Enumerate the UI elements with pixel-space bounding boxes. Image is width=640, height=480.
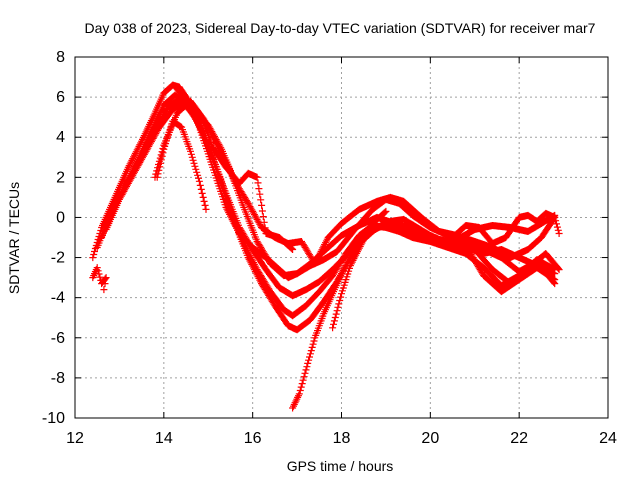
x-axis-label: GPS time / hours (287, 458, 394, 474)
series-track-7 (173, 83, 297, 253)
x-tick-label: 24 (599, 430, 617, 447)
y-axis-label: SDTVAR / TECUs (6, 182, 22, 294)
marker-trace (89, 264, 110, 294)
x-tick-label: 16 (244, 430, 262, 447)
series-track-8 (289, 207, 390, 412)
y-tick-label: -8 (51, 370, 65, 387)
marker-trace (449, 209, 563, 247)
y-tick-label: -6 (51, 330, 65, 347)
marker-trace (153, 117, 210, 213)
x-tick-label: 22 (510, 430, 528, 447)
marker-trace (289, 207, 390, 412)
x-tick-label: 20 (421, 430, 439, 447)
y-tick-label: -10 (42, 410, 65, 427)
x-tick-label: 18 (333, 430, 351, 447)
y-tick-label: 8 (56, 49, 65, 66)
x-tick-label: 14 (155, 430, 173, 447)
series-track-10 (153, 117, 210, 213)
series-track-12 (449, 209, 563, 247)
y-tick-label: -4 (51, 290, 65, 307)
y-tick-label: 2 (56, 169, 65, 186)
y-tick-label: 6 (56, 89, 65, 106)
data-points (89, 81, 563, 412)
series-track-11 (89, 264, 110, 294)
y-tick-label: 4 (56, 129, 65, 146)
x-tick-label: 12 (66, 430, 84, 447)
y-tick-label: -2 (51, 250, 65, 267)
chart-title: Day 038 of 2023, Sidereal Day-to-day VTE… (85, 20, 596, 36)
y-tick-label: 0 (56, 209, 65, 226)
marker-trace (173, 83, 297, 253)
